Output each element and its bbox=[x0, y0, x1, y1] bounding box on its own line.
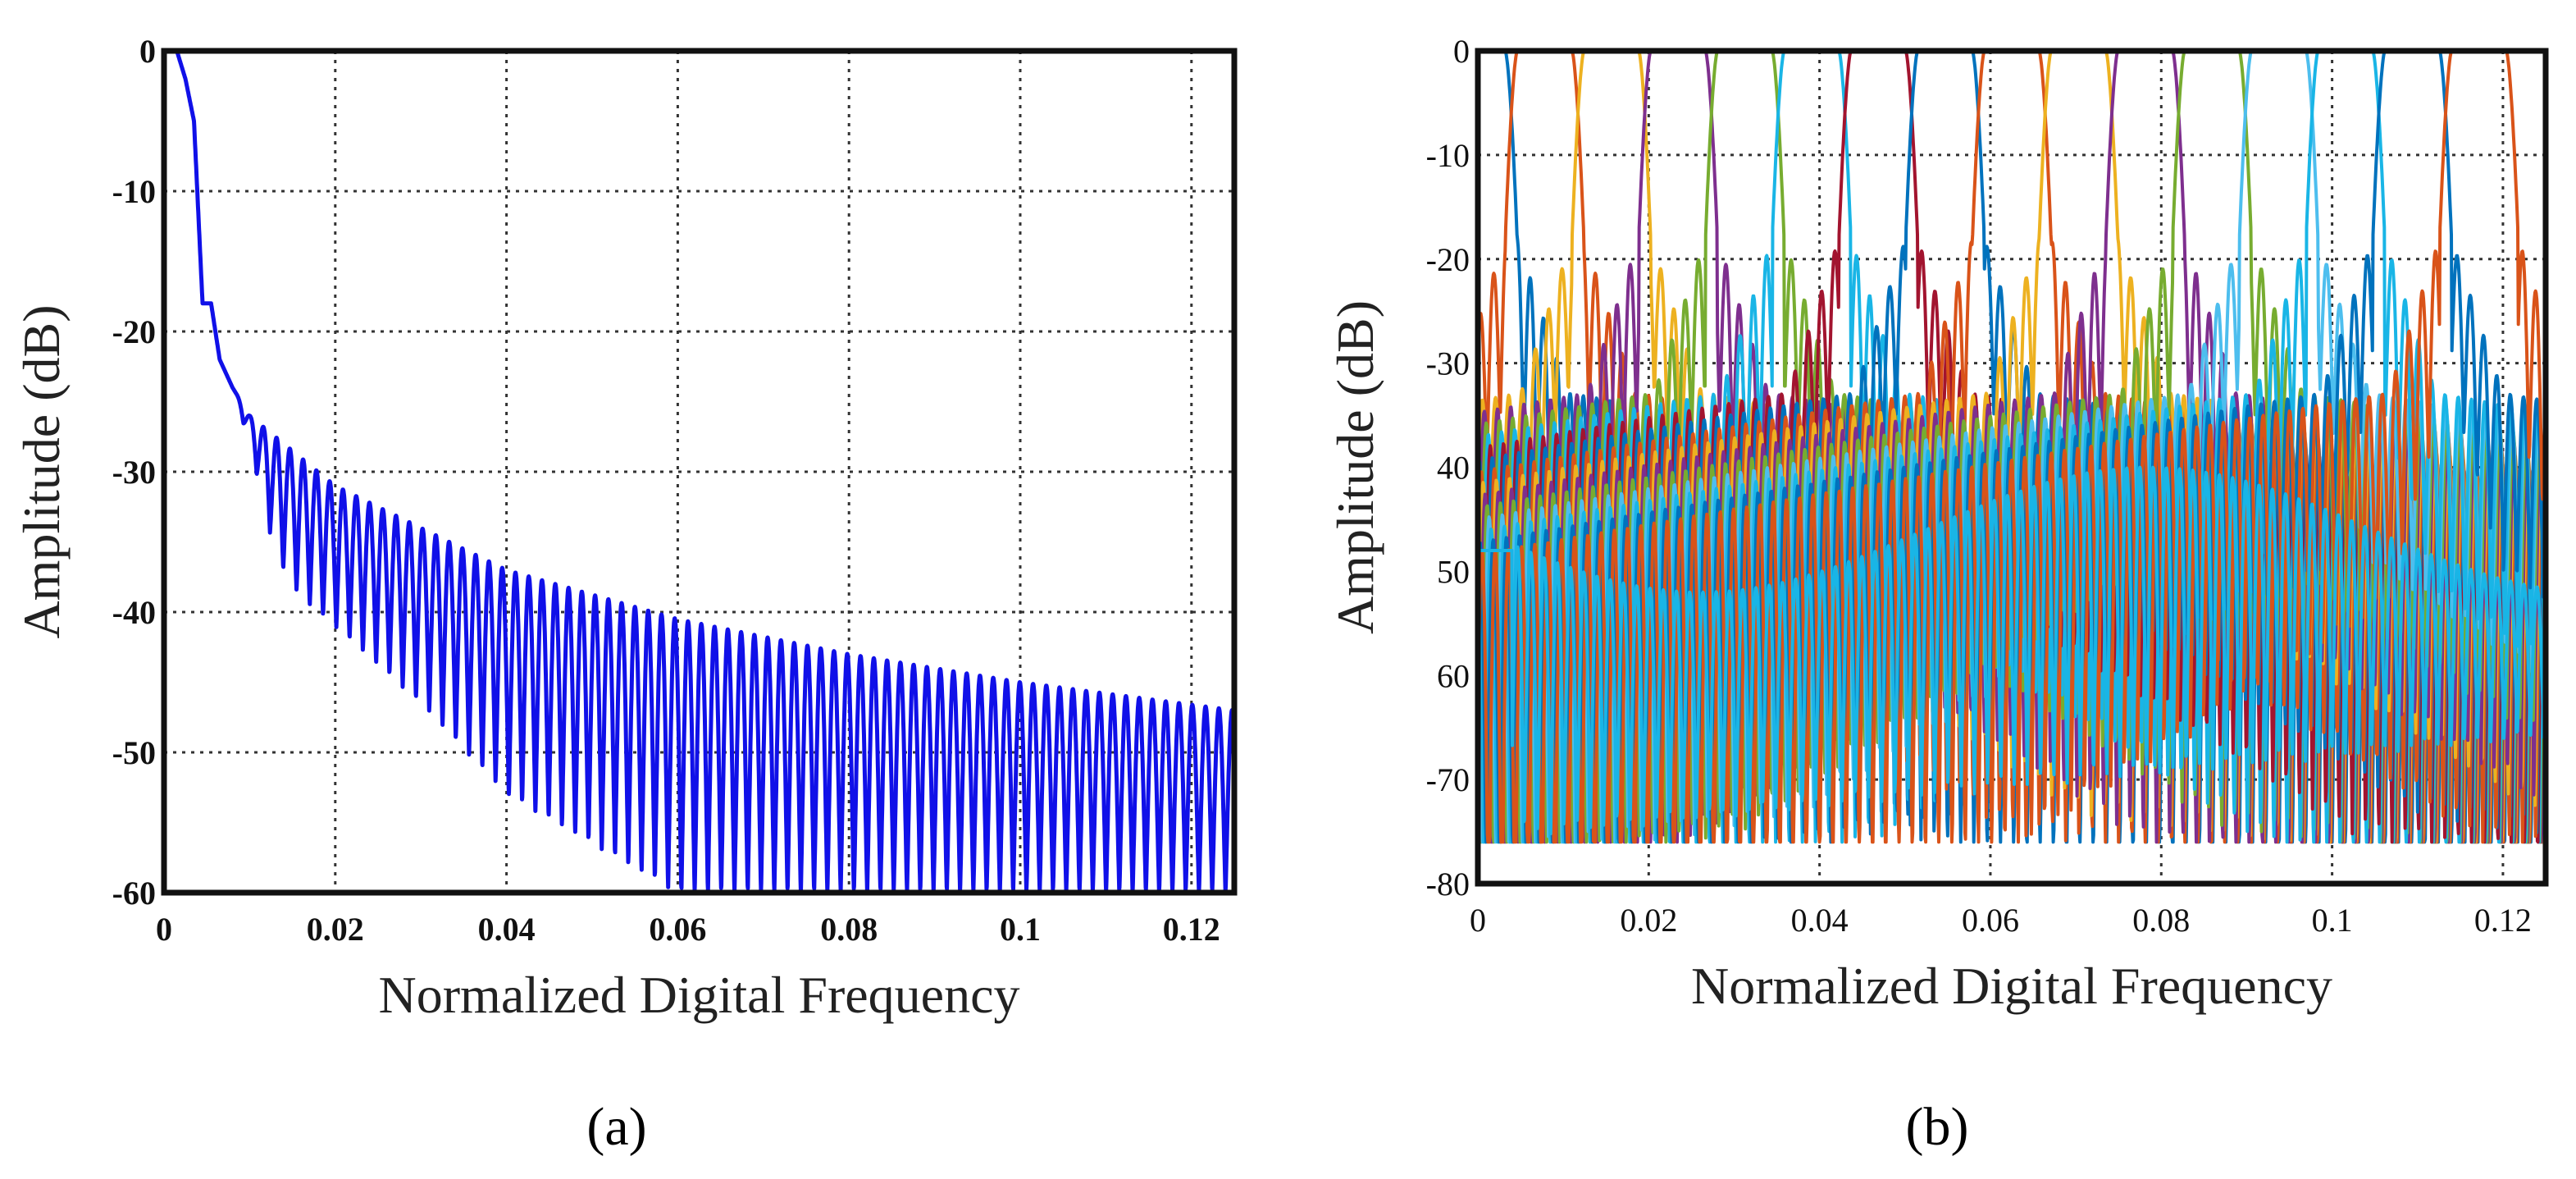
panel-b-y-axis-title: Amplitude (dB) bbox=[1326, 300, 1384, 634]
panel-a-y-tick-label: -30 bbox=[112, 454, 156, 491]
panel-b-y-tick-label: 60 bbox=[1437, 657, 1470, 694]
panel-b-y-tick-label: -30 bbox=[1426, 345, 1470, 382]
panel-a-x-tick-label: 0.04 bbox=[478, 911, 536, 948]
panel-a-y-tick-label: -20 bbox=[112, 313, 156, 350]
panel-a-x-tick-label: 0.02 bbox=[307, 911, 364, 948]
panel-b-y-tick-label: 50 bbox=[1437, 553, 1470, 590]
panel-b-x-tick-label: 0.08 bbox=[2132, 902, 2190, 939]
panel-a-y-tick-label: -10 bbox=[112, 173, 156, 210]
panel-a-x-tick-label: 0.1 bbox=[1000, 911, 1041, 948]
panel-b-x-tick-label: 0.04 bbox=[1791, 902, 1849, 939]
panel-b-axes-frame bbox=[1475, 48, 2549, 887]
panel-a-chart: 0 0.02 0.04 0.06 0.08 0.1 0.12 0 -10 -20 -30 -40 -50… bbox=[12, 33, 1238, 1024]
panel-a-y-tick-label: -40 bbox=[112, 594, 156, 631]
panel-a-x-tick-label: 0 bbox=[156, 911, 172, 948]
panel-b-y-tick-label: -10 bbox=[1426, 137, 1470, 174]
panel-b-y-tick-label: -80 bbox=[1426, 866, 1470, 903]
panel-a-x-tick-label: 0.08 bbox=[820, 911, 878, 948]
panel-label-b: (b) bbox=[1906, 1097, 1969, 1157]
panel-b-y-tick-label: 40 bbox=[1437, 450, 1470, 487]
panel-b-x-tick-label: 0.12 bbox=[2474, 902, 2532, 939]
panel-a-x-axis-title: Normalized Digital Frequency bbox=[379, 966, 1020, 1024]
panel-a-x-tick-label: 0.06 bbox=[649, 911, 706, 948]
panel-label-a: (a) bbox=[586, 1097, 646, 1157]
panel-b-x-axis-title: Normalized Digital Frequency bbox=[1691, 957, 2332, 1015]
panel-a-y-tick-label: -60 bbox=[112, 875, 156, 912]
panel-b-y-tick-label: 0 bbox=[1453, 33, 1470, 70]
panel-a-y-tick-label: 0 bbox=[139, 33, 156, 70]
panel-b-x-tick-label: 0 bbox=[1470, 902, 1486, 939]
panel-b-null-layer-line bbox=[1478, 465, 2546, 836]
panel-b-channel-15-line bbox=[1478, 49, 2546, 844]
panel-b-chart: 0 0.02 0.04 0.06 0.08 0.1 0.12 0 -10 -20 -30 40 50 60… bbox=[1326, 33, 2549, 1015]
panel-a-y-axis-title: Amplitude (dB) bbox=[12, 304, 71, 638]
panel-a-y-tick-label: -50 bbox=[112, 734, 156, 771]
panel-a-series-line bbox=[164, 48, 1234, 893]
panel-a-axes-frame bbox=[161, 48, 1238, 896]
panel-b-y-tick-label: -70 bbox=[1426, 761, 1470, 798]
panel-a-x-tick-label: 0.12 bbox=[1163, 911, 1220, 948]
panel-b-x-tick-label: 0.02 bbox=[1620, 902, 1677, 939]
panel-b-y-tick-label: -20 bbox=[1426, 241, 1470, 278]
panel-b-x-tick-label: 0.06 bbox=[1962, 902, 2019, 939]
panel-b-x-tick-label: 0.1 bbox=[2312, 902, 2353, 939]
